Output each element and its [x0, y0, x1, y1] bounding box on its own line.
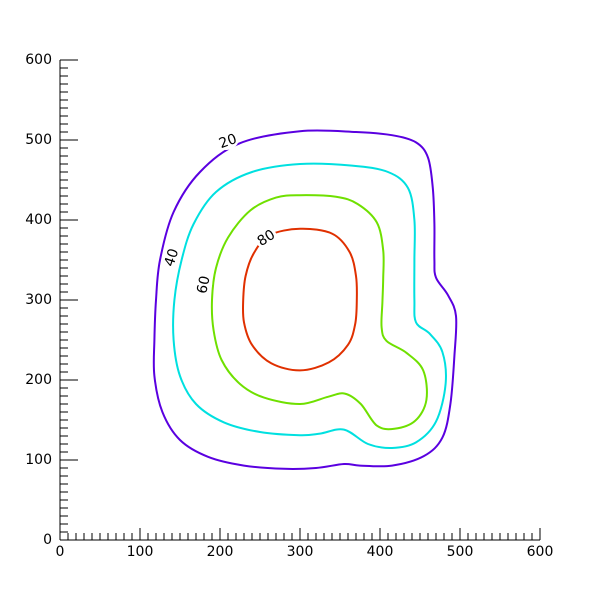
x-tick-label: 600: [527, 544, 554, 560]
contour-label-80: 80: [255, 227, 279, 250]
contour-label-mask: [163, 246, 181, 269]
contour-lines: [152, 129, 458, 470]
contour-label-40: 40: [162, 247, 183, 269]
contour-labels: 20 40 60 80: [162, 131, 279, 296]
y-tick-label: 0: [43, 532, 52, 548]
contour-label-mask: [256, 229, 277, 248]
contour-line-80: [241, 227, 358, 372]
x-tick-label: 300: [287, 544, 314, 560]
contour-line-40: [172, 162, 447, 450]
y-axis-ticks: 0 100 200 300 400 500 600: [25, 52, 78, 548]
y-tick-label: 500: [25, 132, 52, 148]
y-tick-label: 100: [25, 452, 52, 468]
x-tick-label: 200: [207, 544, 234, 560]
x-tick-label: 100: [127, 544, 154, 560]
contour-label-60: 60: [194, 274, 213, 295]
contour-label-mask: [195, 273, 213, 296]
x-axis-ticks: 0 100 200 300 400 500 600: [56, 528, 554, 560]
contour-label-20: 20: [217, 131, 239, 152]
x-tick-label: 500: [447, 544, 474, 560]
y-tick-label: 600: [25, 52, 52, 68]
contour-line-20: [152, 129, 458, 470]
x-tick-label: 0: [56, 544, 65, 560]
y-tick-label: 300: [25, 292, 52, 308]
y-tick-label: 400: [25, 212, 52, 228]
axes: 0 100 200 300 400 500 600 0 100 200 300 400 500 600: [25, 52, 553, 560]
contour-label-mask: [217, 133, 239, 151]
y-tick-label: 200: [25, 372, 52, 388]
contour-line-60: [210, 194, 428, 431]
x-tick-label: 400: [367, 544, 394, 560]
